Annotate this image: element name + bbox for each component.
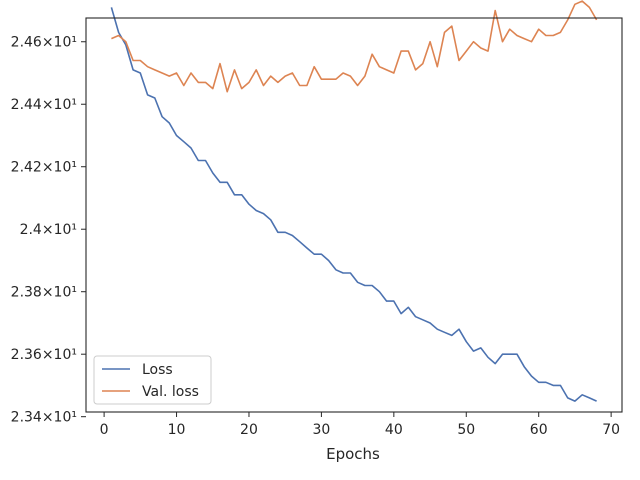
x-tick-label: 60 [530,422,548,438]
plot-area [85,0,623,413]
x-axis-label: Epochs [326,445,380,463]
x-tick-label: 50 [457,422,475,438]
y-axis: 2.34×10¹ 2.36×10¹ 2.38×10¹ 2.4×10¹ 2.42×10¹ 2… [11,35,86,426]
legend-label: Loss [142,362,173,378]
x-tick-label: 20 [240,422,258,438]
series-line-0 [110,7,597,402]
y-tick-label: 2.44×10¹ [11,97,77,113]
legend-label: Val. loss [142,384,199,400]
x-tick-label: 70 [602,422,620,438]
y-tick-label: 2.38×10¹ [11,285,77,301]
y-tick-label: 2.4×10¹ [20,222,77,238]
y-tick-label: 2.34×10¹ [11,410,77,426]
x-tick-label: 30 [312,422,330,438]
series-line-1 [111,0,598,93]
x-axis: 0 10 20 30 40 50 60 70 [100,412,620,438]
y-tick-label: 2.46×10¹ [11,35,77,51]
axes-frame [85,17,623,413]
y-tick-label: 2.42×10¹ [11,160,77,176]
y-tick-label: 2.36×10¹ [11,347,77,363]
x-tick-label: 0 [100,422,109,438]
x-tick-label: 10 [168,422,186,438]
x-tick-label: 40 [385,422,403,438]
legend: Loss Val. loss [93,355,212,405]
legend-box [93,355,212,405]
